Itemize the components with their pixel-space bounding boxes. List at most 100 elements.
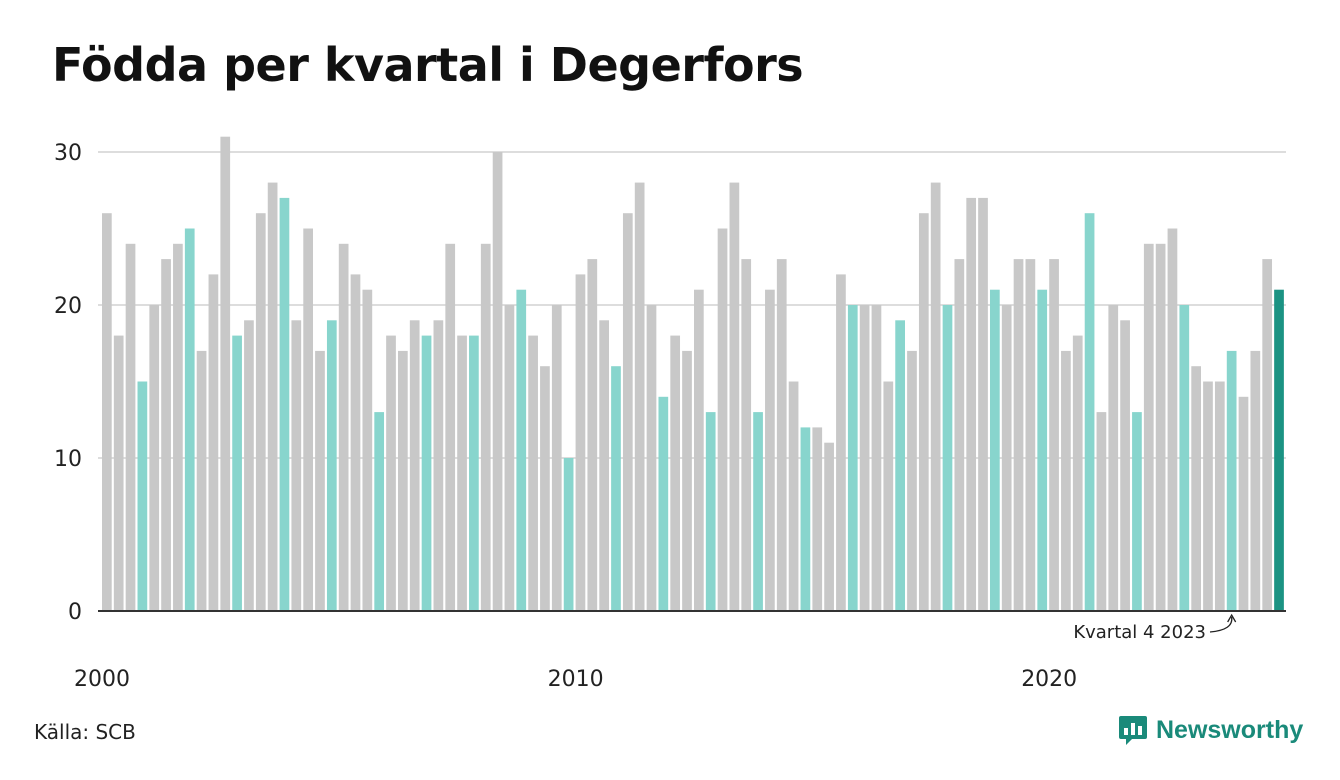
brand-name: Newsworthy (1156, 715, 1304, 744)
bar (1049, 259, 1059, 611)
bar (918, 213, 929, 611)
annotation-arrowhead (1227, 613, 1237, 623)
bar (895, 320, 905, 611)
bar (1072, 335, 1083, 611)
bar (966, 197, 977, 611)
bar (149, 305, 160, 611)
bar (836, 274, 846, 611)
bar (1191, 366, 1201, 611)
bar (824, 442, 834, 611)
bar (1214, 381, 1225, 611)
bar (741, 259, 752, 611)
bar (279, 197, 290, 611)
bar (729, 182, 740, 611)
bar (599, 320, 609, 611)
bar (1250, 350, 1261, 611)
bar (137, 381, 148, 611)
bar (303, 228, 313, 611)
annotation: Kvartal 4 2023 (1073, 613, 1237, 643)
bar (563, 458, 574, 611)
bar (694, 289, 704, 611)
bar (753, 412, 763, 611)
bar (634, 182, 645, 611)
bar (1203, 381, 1213, 611)
bar (232, 335, 242, 611)
bar (883, 381, 894, 611)
bar (765, 289, 775, 611)
bar (1132, 412, 1142, 611)
bar (255, 213, 266, 611)
bar (800, 427, 811, 611)
bar (1013, 259, 1024, 611)
bar (717, 228, 728, 611)
bar (1143, 243, 1154, 612)
bar (978, 197, 988, 611)
bar (1274, 289, 1284, 611)
bar (196, 350, 207, 611)
bar (1025, 259, 1036, 611)
bar (409, 320, 420, 611)
bar (942, 305, 953, 611)
bar (1084, 213, 1095, 611)
bar (421, 335, 432, 611)
bar (682, 350, 692, 611)
bar (990, 289, 1000, 611)
bar (907, 350, 917, 611)
bar (173, 243, 183, 612)
bar (374, 412, 385, 611)
bar (1155, 243, 1166, 612)
bar (658, 396, 669, 611)
x-tick-label: 2010 (548, 667, 604, 692)
bar (208, 274, 219, 611)
bar (859, 305, 870, 611)
bar (504, 305, 515, 611)
bar (267, 182, 278, 611)
bar (398, 350, 408, 611)
y-tick-label: 30 (54, 141, 82, 166)
bar (1108, 305, 1119, 611)
bar (244, 320, 254, 611)
bar (705, 412, 716, 611)
bar (480, 243, 491, 612)
bar (1179, 305, 1190, 611)
bar (184, 228, 195, 611)
bar (788, 381, 799, 611)
y-tick-label: 0 (68, 600, 82, 625)
bar (291, 320, 302, 611)
y-tick-label: 20 (54, 294, 82, 319)
bar (670, 335, 681, 611)
bar (1238, 396, 1249, 611)
bar (1096, 412, 1107, 611)
annotation-label: Kvartal 4 2023 (1073, 622, 1206, 643)
bar (125, 243, 136, 612)
bar (350, 274, 361, 611)
y-tick-label: 10 (54, 447, 82, 472)
bar (847, 305, 858, 611)
bar (1037, 289, 1048, 611)
bar (646, 305, 657, 611)
x-tick-label: 2000 (74, 667, 130, 692)
bar (575, 274, 586, 611)
bar (1167, 228, 1178, 611)
bar (587, 259, 598, 611)
bar (930, 182, 941, 611)
bar (457, 335, 467, 611)
bar (954, 259, 965, 611)
bar (338, 243, 349, 612)
bar (220, 136, 231, 611)
brand-logo[interactable]: Newsworthy (1118, 714, 1303, 746)
bar (326, 320, 337, 611)
bar (492, 152, 503, 611)
bar (1262, 259, 1273, 611)
axes: 0 10 20 30 2000 2010 2020 (54, 141, 1286, 692)
x-tick-label: 2020 (1021, 667, 1077, 692)
bar (445, 243, 456, 612)
bar (113, 335, 124, 611)
bars (102, 136, 1284, 612)
bar (551, 305, 562, 611)
source-note: Källa: SCB (34, 720, 136, 744)
bar (812, 427, 823, 611)
bar (1120, 320, 1130, 611)
newsworthy-icon (1119, 716, 1147, 745)
